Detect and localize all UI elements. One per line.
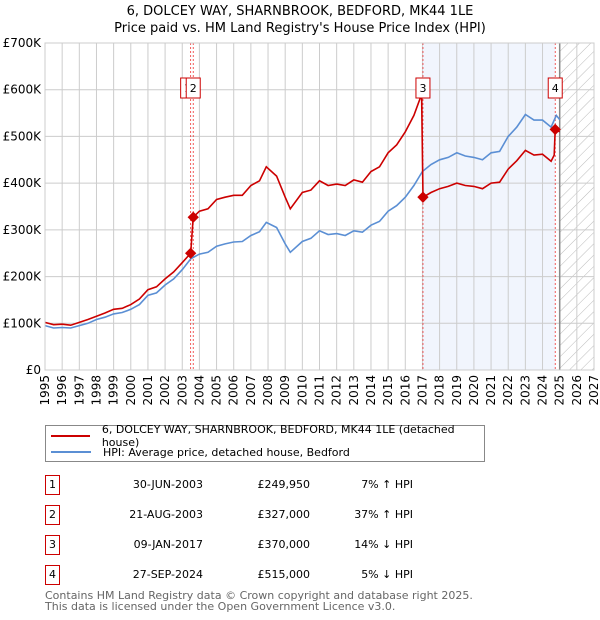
- x-tick-label: 2002: [158, 375, 172, 406]
- y-tick-label: £600K: [3, 83, 43, 97]
- price-paid-line: [44, 94, 561, 327]
- x-tick-label: 2017: [415, 375, 429, 406]
- x-tick-label: 2007: [244, 375, 258, 406]
- x-tick-label: 2024: [536, 375, 550, 406]
- y-tick-label: £0: [26, 363, 41, 377]
- sale-hpi-diff: 14% ↓ HPI: [354, 538, 413, 551]
- x-tick-label: 1998: [89, 375, 103, 406]
- sale-date: 30-JUN-2003: [132, 478, 203, 491]
- sale-label-box: [185, 77, 201, 99]
- y-tick-label: £300K: [3, 223, 43, 237]
- x-tick-label: 2020: [467, 375, 481, 406]
- sale-date: 21-AUG-2003: [129, 508, 203, 521]
- x-tick-label: 2019: [450, 375, 464, 406]
- sale-date: 27-SEP-2024: [132, 568, 203, 581]
- sale-price: £327,000: [257, 508, 311, 521]
- x-tick-label: 2006: [227, 375, 241, 406]
- legend-label: HPI: Average price, detached house, Bedf…: [103, 445, 350, 459]
- legend-label: 6, DOLCEY WAY, SHARNBROOK, BEDFORD, MK44…: [101, 423, 455, 449]
- sale-number: 3: [45, 535, 60, 555]
- sale-date: 09-JAN-2017: [133, 538, 203, 551]
- sale-hpi-diff: 7% ↑ HPI: [361, 478, 413, 491]
- x-tick-label: 2008: [261, 375, 275, 406]
- y-tick-label: £200K: [3, 270, 43, 284]
- x-tick-label: 2022: [501, 375, 515, 406]
- sale-point: [184, 247, 197, 259]
- sale-point: [417, 191, 429, 203]
- sale-number: 4: [45, 565, 60, 585]
- legend-swatch-red: [51, 435, 90, 437]
- chart-subtitle: Price paid vs. HM Land Registry's House …: [114, 21, 486, 36]
- chart-title: 6, DOLCEY WAY, SHARNBROOK, BEDFORD, MK44…: [126, 4, 474, 19]
- price-chart: £0 £100K £200K £300K £400K £500K £600K £700K 199…: [3, 36, 600, 406]
- y-tick-label: £100K: [3, 316, 43, 330]
- sale-price: £370,000: [257, 538, 311, 551]
- x-tick-label: 2001: [141, 375, 155, 406]
- x-tick-label: 2004: [192, 375, 206, 406]
- sale-label-box: [415, 77, 431, 99]
- x-tick-label: 2012: [330, 375, 344, 406]
- x-tick-label: 2025: [553, 375, 567, 406]
- legend-item-hpi: HPI: Average price, detached house, Bedf…: [46, 444, 350, 460]
- footer: Contains HM Land Registry data © Crown c…: [45, 590, 473, 612]
- x-tick-label: 1999: [107, 375, 121, 406]
- x-tick-label: 1995: [38, 375, 52, 406]
- x-tick-label: 2027: [587, 375, 600, 406]
- x-tick-label: 2003: [175, 375, 189, 406]
- x-tick-label: 2009: [278, 375, 292, 406]
- x-tick-label: 2000: [124, 375, 138, 406]
- x-tick-label: 2026: [570, 375, 584, 406]
- plot-border: [44, 42, 595, 371]
- sale-point: [187, 211, 199, 223]
- x-tick-label: 2018: [433, 375, 447, 406]
- chart-legend: 6, DOLCEY WAY, SHARNBROOK, BEDFORD, MK44…: [45, 423, 485, 462]
- x-tick-label: 2023: [518, 375, 532, 406]
- footer-licence: This data is licensed under the Open Gov…: [45, 600, 396, 613]
- y-tick-label: £500K: [3, 129, 43, 143]
- x-tick-label: 2011: [313, 375, 327, 406]
- x-tick-label: 2015: [381, 375, 395, 406]
- legend-swatch-blue: [51, 451, 91, 453]
- footer-copyright: Contains HM Land Registry data © Crown c…: [45, 589, 473, 602]
- sale-label-number: 3: [419, 82, 426, 95]
- sale-number: 1: [45, 475, 60, 495]
- shaded-period: [422, 43, 556, 370]
- sale-number: 2: [45, 505, 60, 525]
- legend-item-property: 6, DOLCEY WAY, SHARNBROOK, BEDFORD, MK44…: [46, 423, 484, 449]
- x-tick-label: 2013: [347, 375, 361, 406]
- sale-hpi-diff: 5% ↓ HPI: [361, 568, 413, 581]
- x-tick-label: 1997: [72, 375, 86, 406]
- y-tick-label: £400K: [3, 176, 43, 190]
- hpi-line: [44, 113, 561, 329]
- sale-hpi-diff: 37% ↑ HPI: [354, 508, 413, 521]
- x-tick-label: 2014: [364, 375, 378, 406]
- x-tick-label: 2010: [295, 375, 309, 406]
- x-tick-label: 2021: [484, 375, 498, 406]
- sale-label-box: [547, 77, 563, 99]
- x-tick-label: 1996: [55, 375, 69, 406]
- sale-point: [549, 123, 561, 136]
- x-tick-label: 2016: [398, 375, 412, 406]
- sale-price: £515,000: [257, 568, 311, 581]
- y-tick-label: £700K: [3, 36, 43, 50]
- x-tick-label: 2005: [210, 375, 224, 406]
- sale-label-number: 2: [190, 82, 197, 95]
- sale-price: £249,950: [257, 478, 311, 491]
- sale-label-number: 4: [552, 82, 559, 95]
